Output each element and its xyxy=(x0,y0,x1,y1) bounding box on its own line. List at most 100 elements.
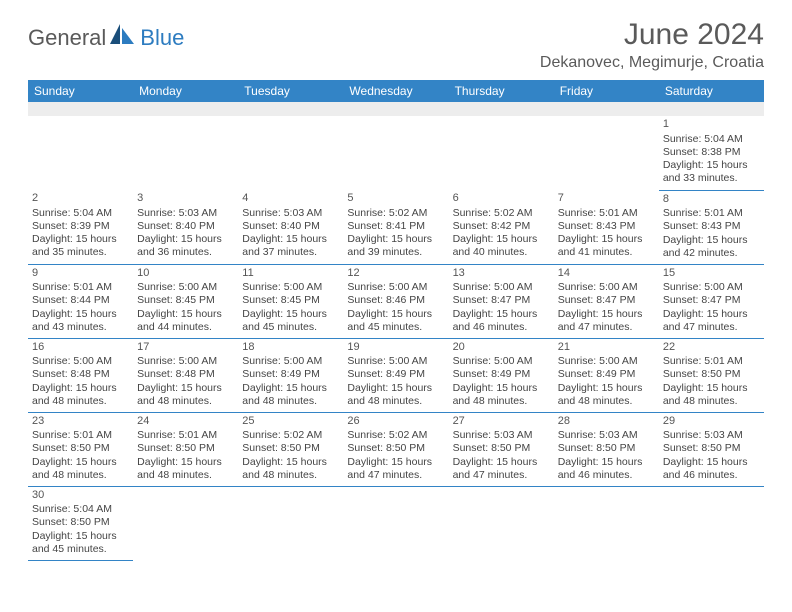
day-cell: 16Sunrise: 5:00 AMSunset: 8:48 PMDayligh… xyxy=(28,338,133,412)
day-number: 9 xyxy=(32,267,129,281)
day-info: Sunrise: 5:03 AMSunset: 8:50 PMDaylight:… xyxy=(453,429,550,482)
day-cell: 30Sunrise: 5:04 AMSunset: 8:50 PMDayligh… xyxy=(28,486,133,560)
day-number: 22 xyxy=(663,341,760,355)
day-number: 24 xyxy=(137,415,234,429)
day-info: Sunrise: 5:04 AMSunset: 8:39 PMDaylight:… xyxy=(32,207,129,260)
empty-cell xyxy=(28,116,133,190)
day-cell: 2Sunrise: 5:04 AMSunset: 8:39 PMDaylight… xyxy=(28,190,133,264)
day-number: 7 xyxy=(558,192,655,206)
blank-row xyxy=(28,102,764,116)
day-info: Sunrise: 5:01 AMSunset: 8:43 PMDaylight:… xyxy=(558,207,655,260)
day-number: 20 xyxy=(453,341,550,355)
day-number: 29 xyxy=(663,415,760,429)
location-text: Dekanovec, Megimurje, Croatia xyxy=(540,54,764,72)
day-cell: 4Sunrise: 5:03 AMSunset: 8:40 PMDaylight… xyxy=(238,190,343,264)
day-info: Sunrise: 5:01 AMSunset: 8:50 PMDaylight:… xyxy=(32,429,129,482)
day-cell: 14Sunrise: 5:00 AMSunset: 8:47 PMDayligh… xyxy=(554,264,659,338)
day-cell: 24Sunrise: 5:01 AMSunset: 8:50 PMDayligh… xyxy=(133,412,238,486)
day-info: Sunrise: 5:00 AMSunset: 8:45 PMDaylight:… xyxy=(137,281,234,334)
day-cell: 21Sunrise: 5:00 AMSunset: 8:49 PMDayligh… xyxy=(554,338,659,412)
day-number: 28 xyxy=(558,415,655,429)
day-number: 11 xyxy=(242,267,339,281)
empty-cell xyxy=(343,486,448,560)
day-info: Sunrise: 5:03 AMSunset: 8:40 PMDaylight:… xyxy=(242,207,339,260)
day-number: 30 xyxy=(32,489,129,503)
day-cell: 13Sunrise: 5:00 AMSunset: 8:47 PMDayligh… xyxy=(449,264,554,338)
empty-cell xyxy=(554,486,659,560)
day-info: Sunrise: 5:03 AMSunset: 8:50 PMDaylight:… xyxy=(663,429,760,482)
day-info: Sunrise: 5:00 AMSunset: 8:47 PMDaylight:… xyxy=(558,281,655,334)
day-cell: 18Sunrise: 5:00 AMSunset: 8:49 PMDayligh… xyxy=(238,338,343,412)
day-info: Sunrise: 5:00 AMSunset: 8:45 PMDaylight:… xyxy=(242,281,339,334)
page-title: June 2024 xyxy=(540,18,764,52)
day-cell: 27Sunrise: 5:03 AMSunset: 8:50 PMDayligh… xyxy=(449,412,554,486)
day-cell: 29Sunrise: 5:03 AMSunset: 8:50 PMDayligh… xyxy=(659,412,764,486)
day-cell: 17Sunrise: 5:00 AMSunset: 8:48 PMDayligh… xyxy=(133,338,238,412)
day-cell: 22Sunrise: 5:01 AMSunset: 8:50 PMDayligh… xyxy=(659,338,764,412)
day-cell: 8Sunrise: 5:01 AMSunset: 8:43 PMDaylight… xyxy=(659,190,764,264)
title-block: June 2024 Dekanovec, Megimurje, Croatia xyxy=(540,18,764,72)
day-info: Sunrise: 5:00 AMSunset: 8:49 PMDaylight:… xyxy=(453,355,550,408)
day-info: Sunrise: 5:04 AMSunset: 8:38 PMDaylight:… xyxy=(663,133,760,186)
day-number: 10 xyxy=(137,267,234,281)
day-cell: 10Sunrise: 5:00 AMSunset: 8:45 PMDayligh… xyxy=(133,264,238,338)
calendar-row: 23Sunrise: 5:01 AMSunset: 8:50 PMDayligh… xyxy=(28,412,764,486)
day-cell: 23Sunrise: 5:01 AMSunset: 8:50 PMDayligh… xyxy=(28,412,133,486)
calendar-table: Sunday Monday Tuesday Wednesday Thursday… xyxy=(28,80,764,561)
empty-cell xyxy=(133,486,238,560)
day-cell: 3Sunrise: 5:03 AMSunset: 8:40 PMDaylight… xyxy=(133,190,238,264)
day-cell: 5Sunrise: 5:02 AMSunset: 8:41 PMDaylight… xyxy=(343,190,448,264)
calendar-body: 1Sunrise: 5:04 AMSunset: 8:38 PMDaylight… xyxy=(28,102,764,560)
day-number: 18 xyxy=(242,341,339,355)
day-info: Sunrise: 5:02 AMSunset: 8:42 PMDaylight:… xyxy=(453,207,550,260)
empty-cell xyxy=(449,486,554,560)
day-number: 15 xyxy=(663,267,760,281)
empty-cell xyxy=(343,116,448,190)
day-number: 16 xyxy=(32,341,129,355)
empty-cell xyxy=(554,116,659,190)
day-number: 3 xyxy=(137,192,234,206)
empty-cell xyxy=(238,116,343,190)
day-number: 6 xyxy=(453,192,550,206)
col-saturday: Saturday xyxy=(659,80,764,102)
day-info: Sunrise: 5:00 AMSunset: 8:49 PMDaylight:… xyxy=(347,355,444,408)
day-number: 2 xyxy=(32,192,129,206)
day-info: Sunrise: 5:03 AMSunset: 8:50 PMDaylight:… xyxy=(558,429,655,482)
day-cell: 25Sunrise: 5:02 AMSunset: 8:50 PMDayligh… xyxy=(238,412,343,486)
day-info: Sunrise: 5:00 AMSunset: 8:49 PMDaylight:… xyxy=(558,355,655,408)
day-cell: 28Sunrise: 5:03 AMSunset: 8:50 PMDayligh… xyxy=(554,412,659,486)
day-cell: 1Sunrise: 5:04 AMSunset: 8:38 PMDaylight… xyxy=(659,116,764,190)
day-number: 23 xyxy=(32,415,129,429)
day-cell: 9Sunrise: 5:01 AMSunset: 8:44 PMDaylight… xyxy=(28,264,133,338)
col-friday: Friday xyxy=(554,80,659,102)
day-number: 8 xyxy=(663,193,760,207)
col-thursday: Thursday xyxy=(449,80,554,102)
calendar-row: 16Sunrise: 5:00 AMSunset: 8:48 PMDayligh… xyxy=(28,338,764,412)
day-number: 4 xyxy=(242,192,339,206)
day-info: Sunrise: 5:04 AMSunset: 8:50 PMDaylight:… xyxy=(32,503,129,556)
day-cell: 26Sunrise: 5:02 AMSunset: 8:50 PMDayligh… xyxy=(343,412,448,486)
day-number: 21 xyxy=(558,341,655,355)
day-number: 19 xyxy=(347,341,444,355)
day-number: 5 xyxy=(347,192,444,206)
day-number: 13 xyxy=(453,267,550,281)
day-number: 27 xyxy=(453,415,550,429)
empty-cell xyxy=(659,486,764,560)
day-cell: 7Sunrise: 5:01 AMSunset: 8:43 PMDaylight… xyxy=(554,190,659,264)
col-wednesday: Wednesday xyxy=(343,80,448,102)
day-number: 25 xyxy=(242,415,339,429)
logo: General Blue xyxy=(28,24,184,51)
logo-sail-icon xyxy=(110,24,136,51)
day-cell: 12Sunrise: 5:00 AMSunset: 8:46 PMDayligh… xyxy=(343,264,448,338)
day-cell: 15Sunrise: 5:00 AMSunset: 8:47 PMDayligh… xyxy=(659,264,764,338)
calendar-row: 2Sunrise: 5:04 AMSunset: 8:39 PMDaylight… xyxy=(28,190,764,264)
calendar-row: 1Sunrise: 5:04 AMSunset: 8:38 PMDaylight… xyxy=(28,116,764,190)
calendar-row: 9Sunrise: 5:01 AMSunset: 8:44 PMDaylight… xyxy=(28,264,764,338)
day-info: Sunrise: 5:03 AMSunset: 8:40 PMDaylight:… xyxy=(137,207,234,260)
empty-cell xyxy=(133,116,238,190)
day-number: 1 xyxy=(663,118,760,132)
day-info: Sunrise: 5:00 AMSunset: 8:47 PMDaylight:… xyxy=(663,281,760,334)
col-tuesday: Tuesday xyxy=(238,80,343,102)
day-info: Sunrise: 5:00 AMSunset: 8:49 PMDaylight:… xyxy=(242,355,339,408)
calendar-header-row: Sunday Monday Tuesday Wednesday Thursday… xyxy=(28,80,764,102)
